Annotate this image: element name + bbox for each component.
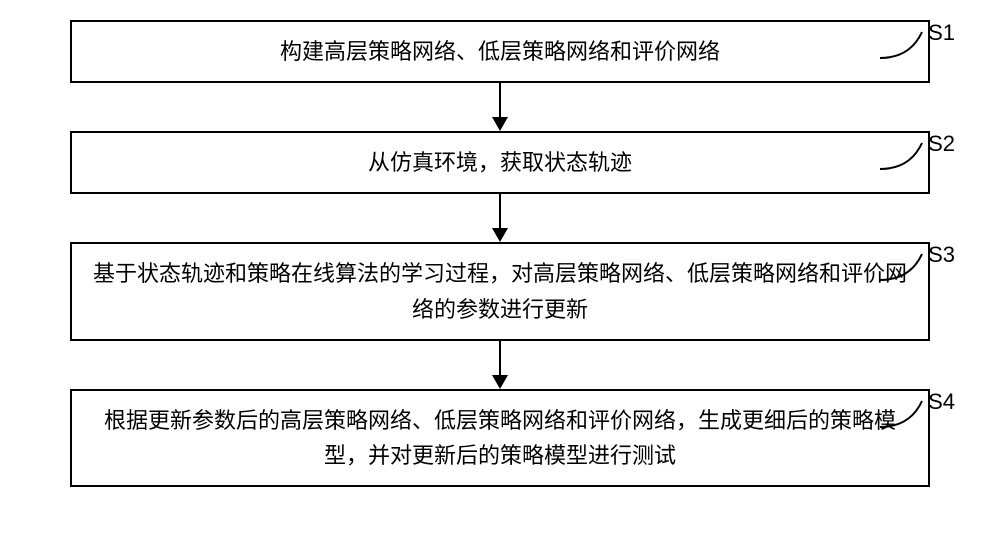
arrow-head-icon xyxy=(492,117,508,131)
arrow-1 xyxy=(492,83,508,131)
step-label-4: S4 xyxy=(928,389,955,415)
step-box-1: 构建高层策略网络、低层策略网络和评价网络 xyxy=(70,20,930,83)
step-text-1: 构建高层策略网络、低层策略网络和评价网络 xyxy=(280,34,720,69)
step-wrapper-1: 构建高层策略网络、低层策略网络和评价网络 S1 xyxy=(40,20,960,83)
step-wrapper-3: 基于状态轨迹和策略在线算法的学习过程，对高层策略网络、低层策略网络和评价网络的参… xyxy=(40,242,960,340)
step-label-2: S2 xyxy=(928,131,955,157)
step-text-3: 基于状态轨迹和策略在线算法的学习过程，对高层策略网络、低层策略网络和评价网络的参… xyxy=(92,256,908,326)
connector-curve-3 xyxy=(880,252,930,282)
flowchart-container: 构建高层策略网络、低层策略网络和评价网络 S1 从仿真环境，获取状态轨迹 S2 … xyxy=(40,20,960,487)
arrow-head-icon xyxy=(492,375,508,389)
arrow-2 xyxy=(492,194,508,242)
step-wrapper-2: 从仿真环境，获取状态轨迹 S2 xyxy=(40,131,960,194)
step-text-2: 从仿真环境，获取状态轨迹 xyxy=(368,145,632,180)
arrow-line xyxy=(499,341,501,375)
arrow-line xyxy=(499,83,501,117)
connector-curve-2 xyxy=(880,141,930,171)
arrow-line xyxy=(499,194,501,228)
connector-curve-1 xyxy=(880,30,930,60)
step-box-3: 基于状态轨迹和策略在线算法的学习过程，对高层策略网络、低层策略网络和评价网络的参… xyxy=(70,242,930,340)
arrow-3 xyxy=(492,341,508,389)
step-label-3: S3 xyxy=(928,242,955,268)
step-box-4: 根据更新参数后的高层策略网络、低层策略网络和评价网络，生成更细后的策略模型，并对… xyxy=(70,389,930,487)
step-wrapper-4: 根据更新参数后的高层策略网络、低层策略网络和评价网络，生成更细后的策略模型，并对… xyxy=(40,389,960,487)
step-label-1: S1 xyxy=(928,20,955,46)
arrow-head-icon xyxy=(492,228,508,242)
connector-curve-4 xyxy=(880,399,930,429)
step-box-2: 从仿真环境，获取状态轨迹 xyxy=(70,131,930,194)
step-text-4: 根据更新参数后的高层策略网络、低层策略网络和评价网络，生成更细后的策略模型，并对… xyxy=(92,403,908,473)
